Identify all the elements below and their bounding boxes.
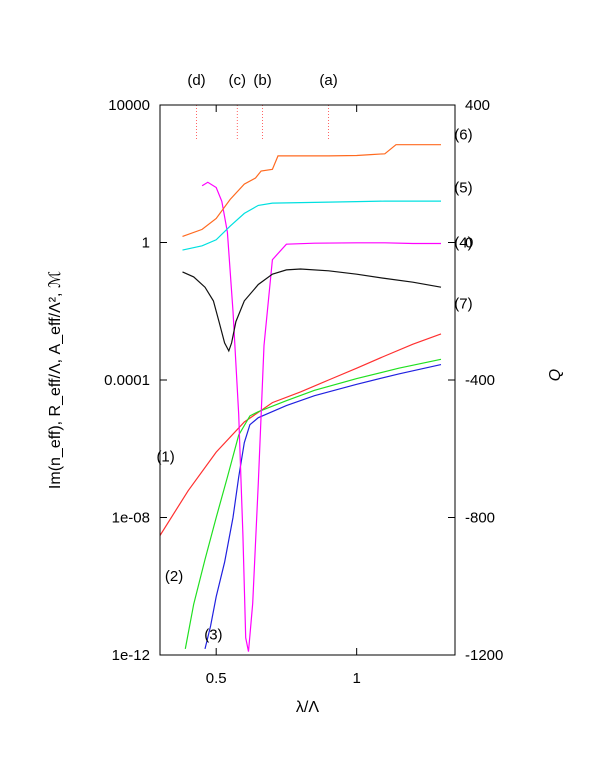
y-axis-left-label: Im(n_eff), R_eff/Λ, A_eff/Λ², ℳ [47,271,64,489]
curve-label: (6) [454,126,472,143]
curve-labels: (1) (2) (3) (4) (5) (6) (7) [156,126,472,643]
x-axis-label: λ/Λ [296,699,319,716]
series-line [160,333,442,536]
curve-label: (2) [165,568,183,585]
series-line [182,268,442,353]
series-line [201,181,441,652]
curve-label: (1) [156,448,174,465]
y-right-tick-label: -400 [465,372,495,389]
y-right-tick-label: -800 [465,510,495,527]
y-left-tick-label: 10000 [108,97,150,114]
curve-label: (3) [204,626,222,643]
curve-label: (7) [454,295,472,312]
marker-lines: (d) (c) (b) (a) [187,72,338,140]
marker-label: (b) [253,72,271,89]
x-tick-label: 1 [352,670,360,687]
y-left-tick-label: 1e-12 [112,647,150,664]
y-axis-right-label: Q [547,369,564,381]
marker-label: (d) [187,72,205,89]
axis-ticks: 0.5 1 1e-12 1e-08 0.0001 1 10000 -1200 -800 -400 0… [104,97,503,687]
marker-label: (a) [319,72,337,89]
y-left-tick-label: 0.0001 [104,372,150,389]
series-line [182,144,441,237]
series-line [204,364,442,650]
curve-label: (5) [454,179,472,196]
series-lines [160,144,442,652]
y-right-tick-label: 0 [465,235,473,252]
marker-label: (c) [229,72,247,89]
x-tick-label: 0.5 [206,670,227,687]
y-left-tick-label: 1e-08 [112,510,150,527]
series-line [184,358,442,650]
y-left-tick-label: 1 [142,235,150,252]
y-right-tick-label: 400 [465,97,490,114]
curve-label: (4) [454,235,472,252]
y-right-tick-label: -1200 [465,647,503,664]
series-line [182,200,441,251]
